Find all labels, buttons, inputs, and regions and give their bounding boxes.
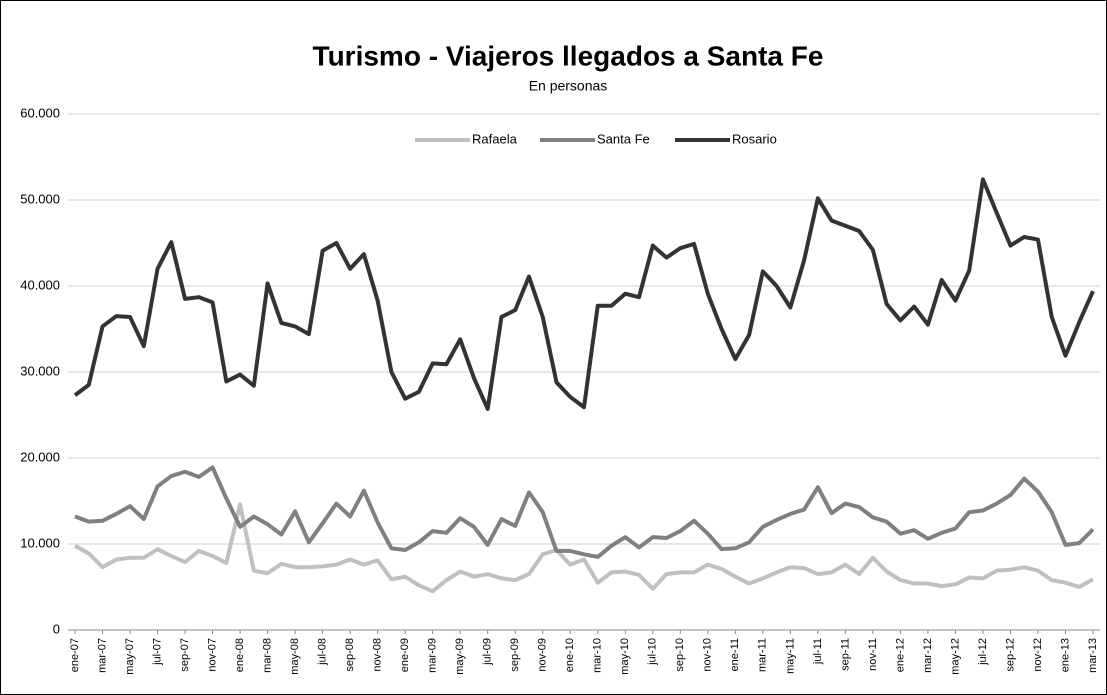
x-tick-label: sep-07 [179,638,191,672]
x-tick-label: may-07 [124,638,136,675]
line-series [74,502,1094,594]
y-tick-label: 60.000 [20,105,60,120]
x-tick-label: sep-09 [509,638,521,672]
chart-subtitle: En personas [529,78,608,94]
line-series [73,177,1095,411]
y-tick-label: 50.000 [20,191,60,206]
legend-label: Rafaela [472,131,518,146]
x-tick-label: ene-12 [894,638,906,672]
x-tick-label: jul-11 [812,638,824,665]
y-tick-label: 40.000 [20,277,60,292]
x-tick-label: sep-08 [344,638,356,672]
x-tick-label: jul-09 [482,638,494,666]
x-tick-label: nov-11 [867,638,879,671]
legend-label: Santa Fe [597,131,650,146]
x-tick-label: jul-07 [151,638,163,666]
y-tick-label: 10.000 [20,535,60,550]
x-tick-label: nov-07 [206,638,218,672]
x-tick-label: nov-12 [1032,638,1044,672]
x-tick-label: ene-07 [69,638,81,672]
x-tick-label: may-08 [289,638,301,675]
x-tick-label: may-09 [454,638,466,675]
x-tick-label: jul-12 [977,638,989,666]
x-tick-label: ene-08 [234,638,246,672]
x-tick-label: jul-10 [647,638,659,666]
x-tick-label: may-10 [619,638,631,675]
x-tick-label: ene-11 [729,638,741,671]
x-tick-label: mar-13 [1087,638,1099,673]
x-tick-label: nov-10 [702,638,714,672]
y-tick-label: 30.000 [20,363,60,378]
x-tick-label: ene-10 [564,638,576,672]
x-tick-label: jul-08 [317,638,329,666]
x-tick-label: mar-07 [96,638,108,673]
y-tick-label: 0 [53,621,60,636]
x-tick-label: nov-09 [537,638,549,672]
x-tick-label: sep-11 [839,638,851,671]
legend-label: Rosario [732,131,777,146]
x-tick-label: ene-09 [399,638,411,672]
x-tick-label: sep-10 [674,638,686,672]
x-tick-label: may-12 [949,638,961,675]
x-tick-label: mar-12 [922,638,934,673]
x-tick-label: mar-10 [592,638,604,673]
x-tick-label: ene-13 [1059,638,1071,672]
x-tick-label: may-11 [784,638,796,674]
chart-title: Turismo - Viajeros llegados a Santa Fe [313,40,824,71]
x-tick-label: nov-08 [372,638,384,672]
x-tick-label: mar-09 [427,638,439,673]
y-tick-label: 20.000 [20,449,60,464]
x-tick-label: mar-08 [262,638,274,673]
x-tick-label: mar-11 [757,638,769,672]
x-tick-label: sep-12 [1004,638,1016,672]
line-series [74,465,1095,559]
